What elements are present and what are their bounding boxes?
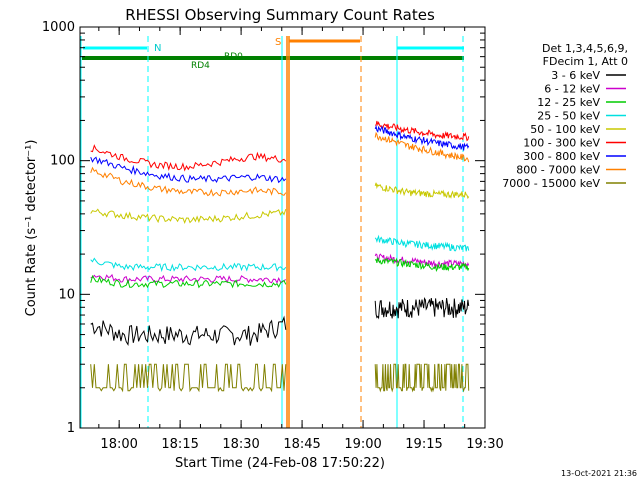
series-line: [90, 315, 287, 347]
series-line: [90, 156, 287, 184]
series-line: [374, 296, 470, 320]
x-tick-label: 18:00: [100, 437, 137, 452]
x-axis-title: Start Time (24-Feb-08 17:50:22): [175, 456, 385, 471]
legend-label: 50 - 100 keV: [530, 123, 600, 136]
series-line: [90, 257, 287, 273]
series-line: [374, 182, 470, 200]
legend-header-line-1: Det 1,3,4,5,6,9,: [542, 42, 628, 55]
series-line: [374, 257, 470, 272]
legend-header-line-2: FDecim 1, Att 0: [543, 55, 628, 68]
legend-label: 800 - 7000 keV: [516, 164, 600, 177]
saa-label: S: [275, 37, 281, 48]
series-line: [90, 166, 287, 197]
x-tick-label: 18:15: [161, 437, 198, 452]
series-line: [374, 124, 470, 151]
series-layer: [90, 120, 470, 393]
night-label: N: [154, 43, 161, 54]
x-tick-label: 19:30: [466, 437, 503, 452]
series-line: [374, 253, 470, 269]
legend-label: 25 - 50 keV: [537, 110, 600, 123]
legend-label: 12 - 25 keV: [537, 96, 600, 109]
series-line: [90, 144, 287, 172]
legend-label: 100 - 300 keV: [523, 137, 600, 150]
y-tick-label: 100: [50, 154, 75, 169]
x-tick-label: 18:30: [222, 437, 259, 452]
series-line: [90, 274, 287, 289]
series-line: [90, 273, 287, 284]
y-tick-label: 1: [67, 421, 75, 436]
x-tick-label: 19:15: [405, 437, 442, 452]
series-line: [90, 363, 287, 393]
legend: Det 1,3,4,5,6,9, FDecim 1, Att 0 3 - 6 k…: [502, 42, 628, 190]
legend-label: 300 - 800 keV: [523, 150, 600, 163]
legend-label: 7000 - 15000 keV: [502, 177, 600, 190]
x-tick-label: 19:00: [344, 437, 381, 452]
y-tick-label: 10: [58, 287, 75, 302]
axes-layer: 18:00 18:15 18:30 18:45 19:00 19:15 19:30 1 10 10…: [42, 20, 504, 452]
rd0-label: RD0: [224, 52, 243, 62]
legend-label: 3 - 6 keV: [551, 69, 600, 82]
orbit-indicators: N S RD0 RD4: [82, 37, 464, 71]
series-line: [375, 120, 470, 142]
x-tick-label: 18:45: [283, 437, 320, 452]
series-line: [374, 234, 470, 252]
series-line: [374, 131, 470, 163]
y-tick-label: 1000: [42, 20, 75, 35]
chart-title: RHESSI Observing Summary Count Rates: [125, 6, 435, 24]
y-axis-title: Count Rate (s⁻¹ detector⁻¹): [24, 140, 39, 317]
vertical-markers: [80, 36, 464, 428]
legend-label: 6 - 12 keV: [544, 83, 600, 96]
plot-frame: [79, 26, 486, 429]
rd4-label: RD4: [191, 61, 210, 71]
series-line: [374, 363, 470, 393]
generation-timestamp: 13-Oct-2021 21:36: [561, 469, 637, 478]
series-line: [90, 208, 287, 224]
